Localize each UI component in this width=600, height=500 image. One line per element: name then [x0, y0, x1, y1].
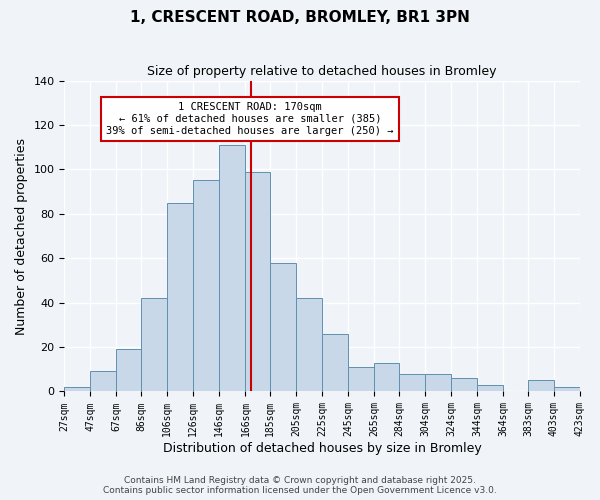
Bar [554, 387, 580, 392]
Bar [374, 362, 399, 392]
Bar [425, 374, 451, 392]
Bar [296, 298, 322, 392]
Bar [193, 180, 220, 392]
Bar [245, 172, 270, 392]
Bar [399, 374, 425, 392]
Bar [91, 372, 116, 392]
Text: 1 CRESCENT ROAD: 170sqm
← 61% of detached houses are smaller (385)
39% of semi-d: 1 CRESCENT ROAD: 170sqm ← 61% of detache… [106, 102, 394, 136]
Bar [167, 202, 193, 392]
Bar [116, 350, 141, 392]
Bar [322, 334, 348, 392]
Bar [477, 385, 503, 392]
Bar [451, 378, 477, 392]
Bar [141, 298, 167, 392]
Bar [348, 367, 374, 392]
Bar [270, 262, 296, 392]
Text: 1, CRESCENT ROAD, BROMLEY, BR1 3PN: 1, CRESCENT ROAD, BROMLEY, BR1 3PN [130, 10, 470, 25]
Bar [528, 380, 554, 392]
Y-axis label: Number of detached properties: Number of detached properties [15, 138, 28, 334]
Bar [220, 145, 245, 392]
Title: Size of property relative to detached houses in Bromley: Size of property relative to detached ho… [148, 65, 497, 78]
Bar [64, 387, 91, 392]
X-axis label: Distribution of detached houses by size in Bromley: Distribution of detached houses by size … [163, 442, 482, 455]
Text: Contains HM Land Registry data © Crown copyright and database right 2025.
Contai: Contains HM Land Registry data © Crown c… [103, 476, 497, 495]
